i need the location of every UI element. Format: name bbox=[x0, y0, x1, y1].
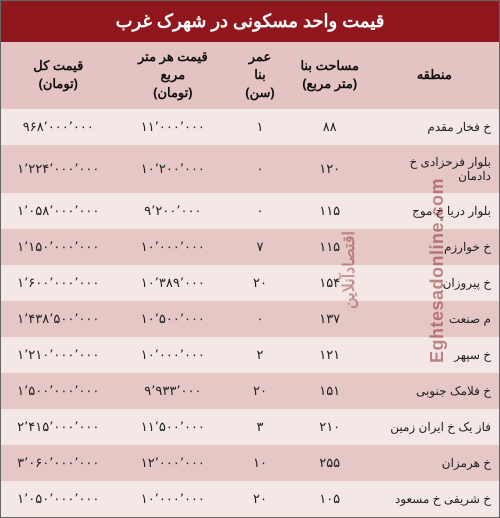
cell-age: ۱ bbox=[230, 109, 290, 145]
cell-ppm: ۱۰٬۵۰۰٬۰۰۰ bbox=[116, 301, 231, 337]
cell-area: ۲۵۵ bbox=[290, 445, 370, 481]
cell-region: خ خوارزم bbox=[370, 229, 499, 265]
table-body: خ فخار مقدم۸۸۱۱۱٬۰۰۰٬۰۰۰۹۶۸٬۰۰۰٬۰۰۰بلوار… bbox=[1, 109, 499, 517]
col-area: مساحت بنا(متر مربع) bbox=[290, 42, 370, 109]
cell-area: ۱۳۷ bbox=[290, 301, 370, 337]
cell-area: ۲۱۰ bbox=[290, 409, 370, 445]
table-row: فاز یک خ ایران زمین۲۱۰۳۱۱٬۵۰۰٬۰۰۰۲٬۴۱۵٬۰… bbox=[1, 409, 499, 445]
cell-age: ۷ bbox=[230, 229, 290, 265]
cell-region: خ شریفی خ مسعود bbox=[370, 481, 499, 517]
price-table-container: قیمت واحد مسکونی در شهرک غرب منطقهمساحت … bbox=[0, 0, 500, 518]
cell-total: ۲٬۴۱۵٬۰۰۰٬۰۰۰ bbox=[1, 409, 116, 445]
table-row: خ خوارزم۱۱۵۷۱۰٬۰۰۰٬۰۰۰۱٬۱۵۰٬۰۰۰٬۰۰۰ bbox=[1, 229, 499, 265]
cell-region: م صنعت bbox=[370, 301, 499, 337]
cell-age: ۳ bbox=[230, 409, 290, 445]
table-row: خ شریفی خ مسعود۱۰۵۲۰۱۰٬۰۰۰٬۰۰۰۱٬۰۵۰٬۰۰۰٬… bbox=[1, 481, 499, 517]
cell-area: ۱۱۵ bbox=[290, 193, 370, 229]
cell-area: ۱۵۱ bbox=[290, 373, 370, 409]
table-row: بلوار فرحزادی خ دادمان۱۲۰۰۱۰٬۲۰۰٬۰۰۰۱٬۲۲… bbox=[1, 145, 499, 193]
table-row: بلوار دریا خ موج۱۱۵۰۹٬۲۰۰٬۰۰۰۱٬۰۵۸٬۰۰۰٬۰… bbox=[1, 193, 499, 229]
cell-ppm: ۱۰٬۰۰۰٬۰۰۰ bbox=[116, 337, 231, 373]
cell-total: ۳٬۰۶۰٬۰۰۰٬۰۰۰ bbox=[1, 445, 116, 481]
table-row: خ فلامک جنوبی۱۵۱۲۰۹٬۹۳۳٬۰۰۰۱٬۵۰۰٬۰۰۰٬۰۰۰ bbox=[1, 373, 499, 409]
col-age: عمربنا(سن) bbox=[230, 42, 290, 109]
cell-total: ۱٬۶۰۰٬۰۰۰٬۰۰۰ bbox=[1, 265, 116, 301]
table-header-row: منطقهمساحت بنا(متر مربع)عمربنا(سن)قیمت ه… bbox=[1, 42, 499, 109]
table-row: خ سپهر۱۲۱۲۱۰٬۰۰۰٬۰۰۰۱٬۲۱۰٬۰۰۰٬۰۰۰ bbox=[1, 337, 499, 373]
cell-total: ۱٬۰۵۸٬۰۰۰٬۰۰۰ bbox=[1, 193, 116, 229]
cell-ppm: ۱۱٬۰۰۰٬۰۰۰ bbox=[116, 109, 231, 145]
cell-area: ۱۲۰ bbox=[290, 145, 370, 193]
table-row: م صنعت۱۳۷۰۱۰٬۵۰۰٬۰۰۰۱٬۴۳۸٬۵۰۰٬۰۰۰ bbox=[1, 301, 499, 337]
cell-total: ۱٬۲۲۴٬۰۰۰٬۰۰۰ bbox=[1, 145, 116, 193]
cell-region: خ فخار مقدم bbox=[370, 109, 499, 145]
col-ppm: قیمت هر مترمربع(تومان) bbox=[116, 42, 231, 109]
cell-region: بلوار دریا خ موج bbox=[370, 193, 499, 229]
table-row: خ فخار مقدم۸۸۱۱۱٬۰۰۰٬۰۰۰۹۶۸٬۰۰۰٬۰۰۰ bbox=[1, 109, 499, 145]
cell-area: ۱۱۵ bbox=[290, 229, 370, 265]
table-title: قیمت واحد مسکونی در شهرک غرب bbox=[1, 1, 499, 42]
cell-age: ۲۰ bbox=[230, 265, 290, 301]
cell-area: ۱۲۱ bbox=[290, 337, 370, 373]
cell-ppm: ۱۱٬۵۰۰٬۰۰۰ bbox=[116, 409, 231, 445]
cell-area: ۸۸ bbox=[290, 109, 370, 145]
cell-region: خ پیروزان bbox=[370, 265, 499, 301]
cell-total: ۹۶۸٬۰۰۰٬۰۰۰ bbox=[1, 109, 116, 145]
cell-region: بلوار فرحزادی خ دادمان bbox=[370, 145, 499, 193]
cell-ppm: ۹٬۹۳۳٬۰۰۰ bbox=[116, 373, 231, 409]
cell-ppm: ۹٬۲۰۰٬۰۰۰ bbox=[116, 193, 231, 229]
cell-ppm: ۱۰٬۲۰۰٬۰۰۰ bbox=[116, 145, 231, 193]
cell-region: فاز یک خ ایران زمین bbox=[370, 409, 499, 445]
cell-age: ۰ bbox=[230, 145, 290, 193]
cell-region: خ سپهر bbox=[370, 337, 499, 373]
table-row: خ پیروزان۱۵۴۲۰۱۰٬۳۸۹٬۰۰۰۱٬۶۰۰٬۰۰۰٬۰۰۰ bbox=[1, 265, 499, 301]
cell-total: ۱٬۰۵۰٬۰۰۰٬۰۰۰ bbox=[1, 481, 116, 517]
cell-age: ۲۰ bbox=[230, 373, 290, 409]
cell-area: ۱۵۴ bbox=[290, 265, 370, 301]
cell-age: ۱۰ bbox=[230, 445, 290, 481]
col-region: منطقه bbox=[370, 42, 499, 109]
cell-age: ۲ bbox=[230, 337, 290, 373]
cell-region: خ فلامک جنوبی bbox=[370, 373, 499, 409]
cell-total: ۱٬۱۵۰٬۰۰۰٬۰۰۰ bbox=[1, 229, 116, 265]
price-table: منطقهمساحت بنا(متر مربع)عمربنا(سن)قیمت ه… bbox=[1, 42, 499, 517]
cell-total: ۱٬۵۰۰٬۰۰۰٬۰۰۰ bbox=[1, 373, 116, 409]
cell-ppm: ۱۲٬۰۰۰٬۰۰۰ bbox=[116, 445, 231, 481]
cell-ppm: ۱۰٬۰۰۰٬۰۰۰ bbox=[116, 481, 231, 517]
cell-ppm: ۱۰٬۳۸۹٬۰۰۰ bbox=[116, 265, 231, 301]
table-row: خ هرمزان۲۵۵۱۰۱۲٬۰۰۰٬۰۰۰۳٬۰۶۰٬۰۰۰٬۰۰۰ bbox=[1, 445, 499, 481]
cell-area: ۱۰۵ bbox=[290, 481, 370, 517]
cell-region: خ هرمزان bbox=[370, 445, 499, 481]
cell-age: ۰ bbox=[230, 193, 290, 229]
cell-total: ۱٬۲۱۰٬۰۰۰٬۰۰۰ bbox=[1, 337, 116, 373]
col-total: قیمت کل(تومان) bbox=[1, 42, 116, 109]
cell-age: ۰ bbox=[230, 301, 290, 337]
cell-total: ۱٬۴۳۸٬۵۰۰٬۰۰۰ bbox=[1, 301, 116, 337]
cell-ppm: ۱۰٬۰۰۰٬۰۰۰ bbox=[116, 229, 231, 265]
cell-age: ۲۰ bbox=[230, 481, 290, 517]
